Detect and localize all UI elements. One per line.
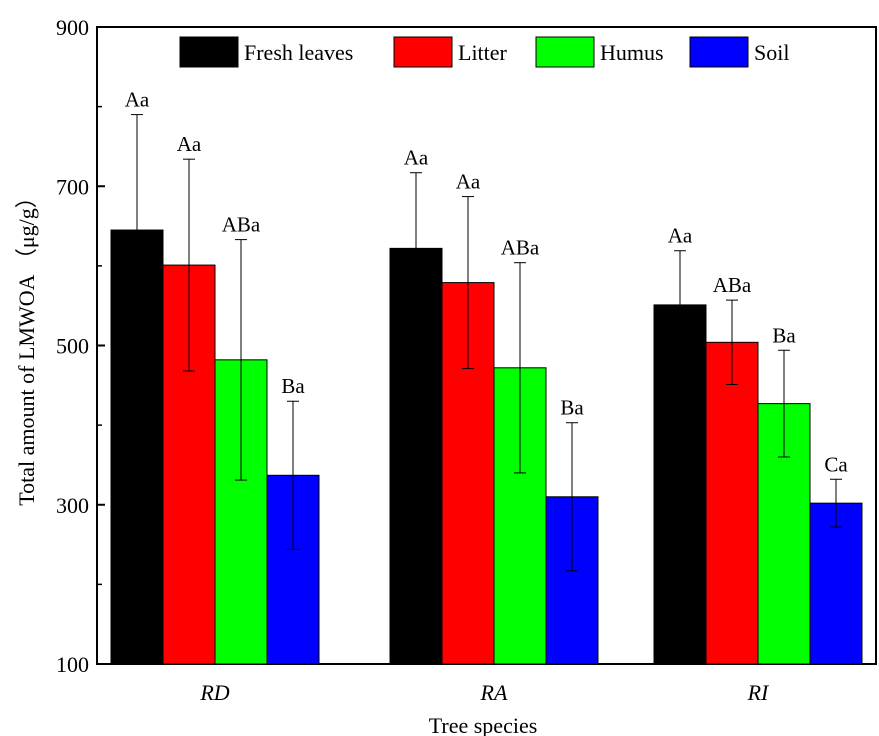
x-tick-label: RA bbox=[480, 680, 508, 705]
y-axis: 100 300 500 700 900 bbox=[56, 15, 105, 677]
legend-label: Soil bbox=[754, 40, 789, 65]
legend-label: Litter bbox=[458, 40, 508, 65]
significance-letter: Aa bbox=[456, 170, 481, 194]
significance-letter: ABa bbox=[501, 236, 540, 260]
x-axis-title: Tree species bbox=[429, 713, 538, 736]
significance-letter: ABa bbox=[713, 273, 752, 297]
significance-letter: ABa bbox=[222, 213, 261, 237]
y-tick-label: 300 bbox=[56, 493, 89, 518]
significance-letter: Ba bbox=[560, 396, 584, 420]
legend-swatch bbox=[689, 36, 749, 68]
significance-letter: Aa bbox=[668, 224, 693, 248]
y-tick-label: 900 bbox=[56, 15, 89, 40]
x-tick-label: RD bbox=[199, 680, 229, 705]
significance-letter: Aa bbox=[404, 146, 429, 170]
significance-letters: Aa Aa ABa Ba Aa Aa ABa Ba Aa ABa Ba Ca bbox=[125, 88, 849, 477]
significance-letter: Aa bbox=[177, 132, 202, 156]
error-bars bbox=[131, 114, 842, 572]
legend-swatch bbox=[393, 36, 453, 68]
bar bbox=[705, 341, 759, 665]
significance-letter: Ba bbox=[772, 323, 796, 347]
significance-letter: Ca bbox=[824, 452, 848, 476]
legend-swatch bbox=[179, 36, 239, 68]
y-axis-title: Total amount of LMWOA （μg/g） bbox=[14, 186, 39, 505]
legend: Fresh leaves Litter Humus Soil bbox=[179, 36, 789, 68]
legend-label: Humus bbox=[600, 40, 664, 65]
y-tick-label: 700 bbox=[56, 174, 89, 199]
legend-label: Fresh leaves bbox=[244, 40, 353, 65]
y-tick-label: 500 bbox=[56, 334, 89, 359]
x-tick-label: RI bbox=[747, 680, 770, 705]
significance-letter: Ba bbox=[281, 374, 305, 398]
legend-swatch bbox=[535, 36, 595, 68]
y-tick-label: 100 bbox=[56, 652, 89, 677]
x-axis: RD RA RI bbox=[199, 656, 770, 705]
significance-letter: Aa bbox=[125, 88, 150, 112]
bars bbox=[110, 229, 863, 665]
